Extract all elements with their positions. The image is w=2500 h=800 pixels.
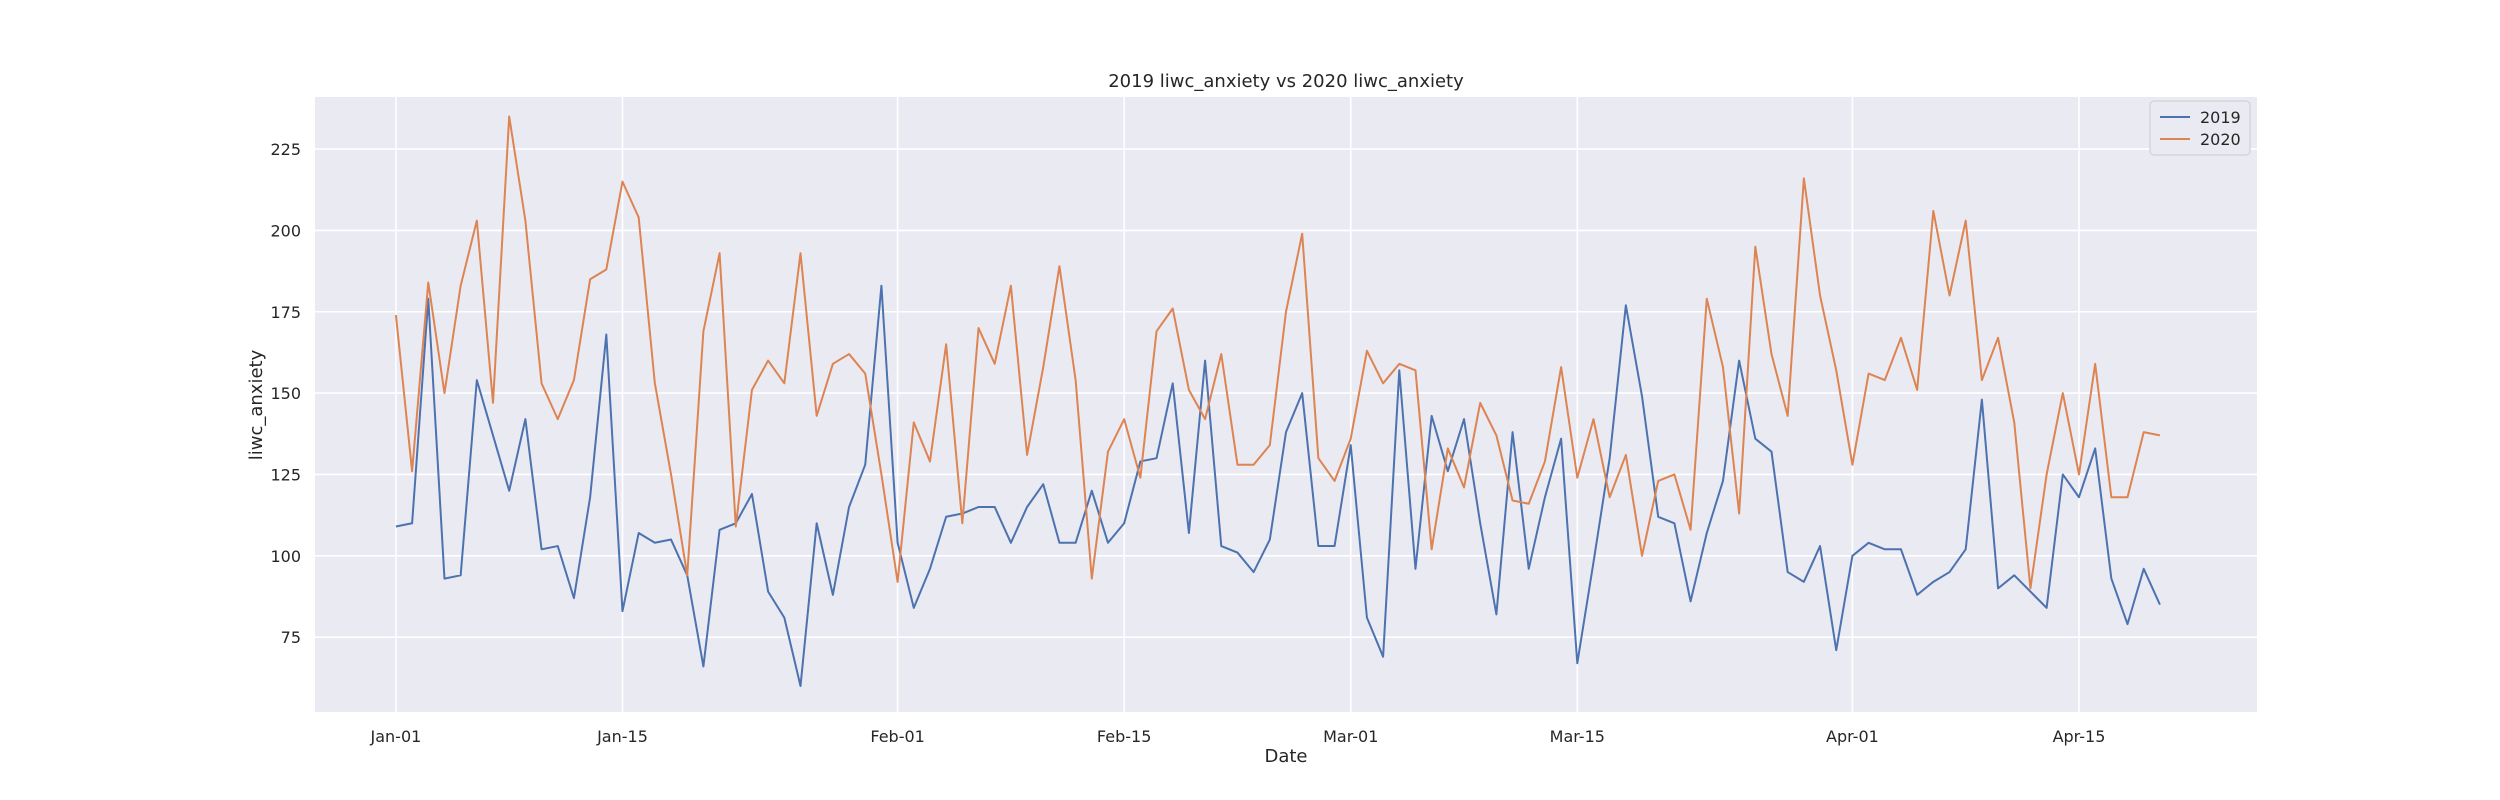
x-tick-label: Jan-01 — [370, 727, 422, 746]
legend-label: 2020 — [2200, 130, 2241, 149]
x-tick-label: Mar-01 — [1323, 727, 1378, 746]
series-line-2020 — [394, 115, 2161, 590]
x-tick-label: Feb-15 — [1097, 727, 1151, 746]
y-axis-label: liwc_anxiety — [246, 349, 267, 460]
x-axis-ticks: Jan-01 Jan-15 Feb-01 Feb-15 Mar-01 Mar-15 Apr-… — [370, 727, 2106, 746]
series-line-2019 — [395, 284, 2161, 687]
y-tick-label: 150 — [270, 384, 301, 403]
plot-area — [315, 97, 2257, 712]
x-tick-label: Apr-15 — [2053, 727, 2106, 746]
series-lines — [394, 115, 2161, 687]
y-axis-ticks: 75 100 125 150 175 200 225 — [270, 140, 301, 647]
y-tick-label: 200 — [270, 221, 301, 240]
legend-box — [2149, 100, 2251, 156]
legend: 2019 2020 — [2149, 100, 2251, 156]
x-tick-label: Jan-15 — [596, 727, 648, 746]
legend-label: 2019 — [2200, 108, 2241, 127]
x-tick-label: Mar-15 — [1550, 727, 1605, 746]
x-tick-label: Feb-01 — [870, 727, 924, 746]
x-tick-label: Apr-01 — [1826, 727, 1879, 746]
y-tick-label: 225 — [270, 140, 301, 159]
x-axis-label: Date — [1264, 746, 1307, 767]
chart-title: 2019 liwc_anxiety vs 2020 liwc_anxiety — [1108, 71, 1464, 92]
y-tick-label: 75 — [281, 628, 301, 647]
y-tick-label: 175 — [270, 303, 301, 322]
y-tick-label: 125 — [270, 465, 301, 484]
y-tick-label: 100 — [270, 547, 301, 566]
